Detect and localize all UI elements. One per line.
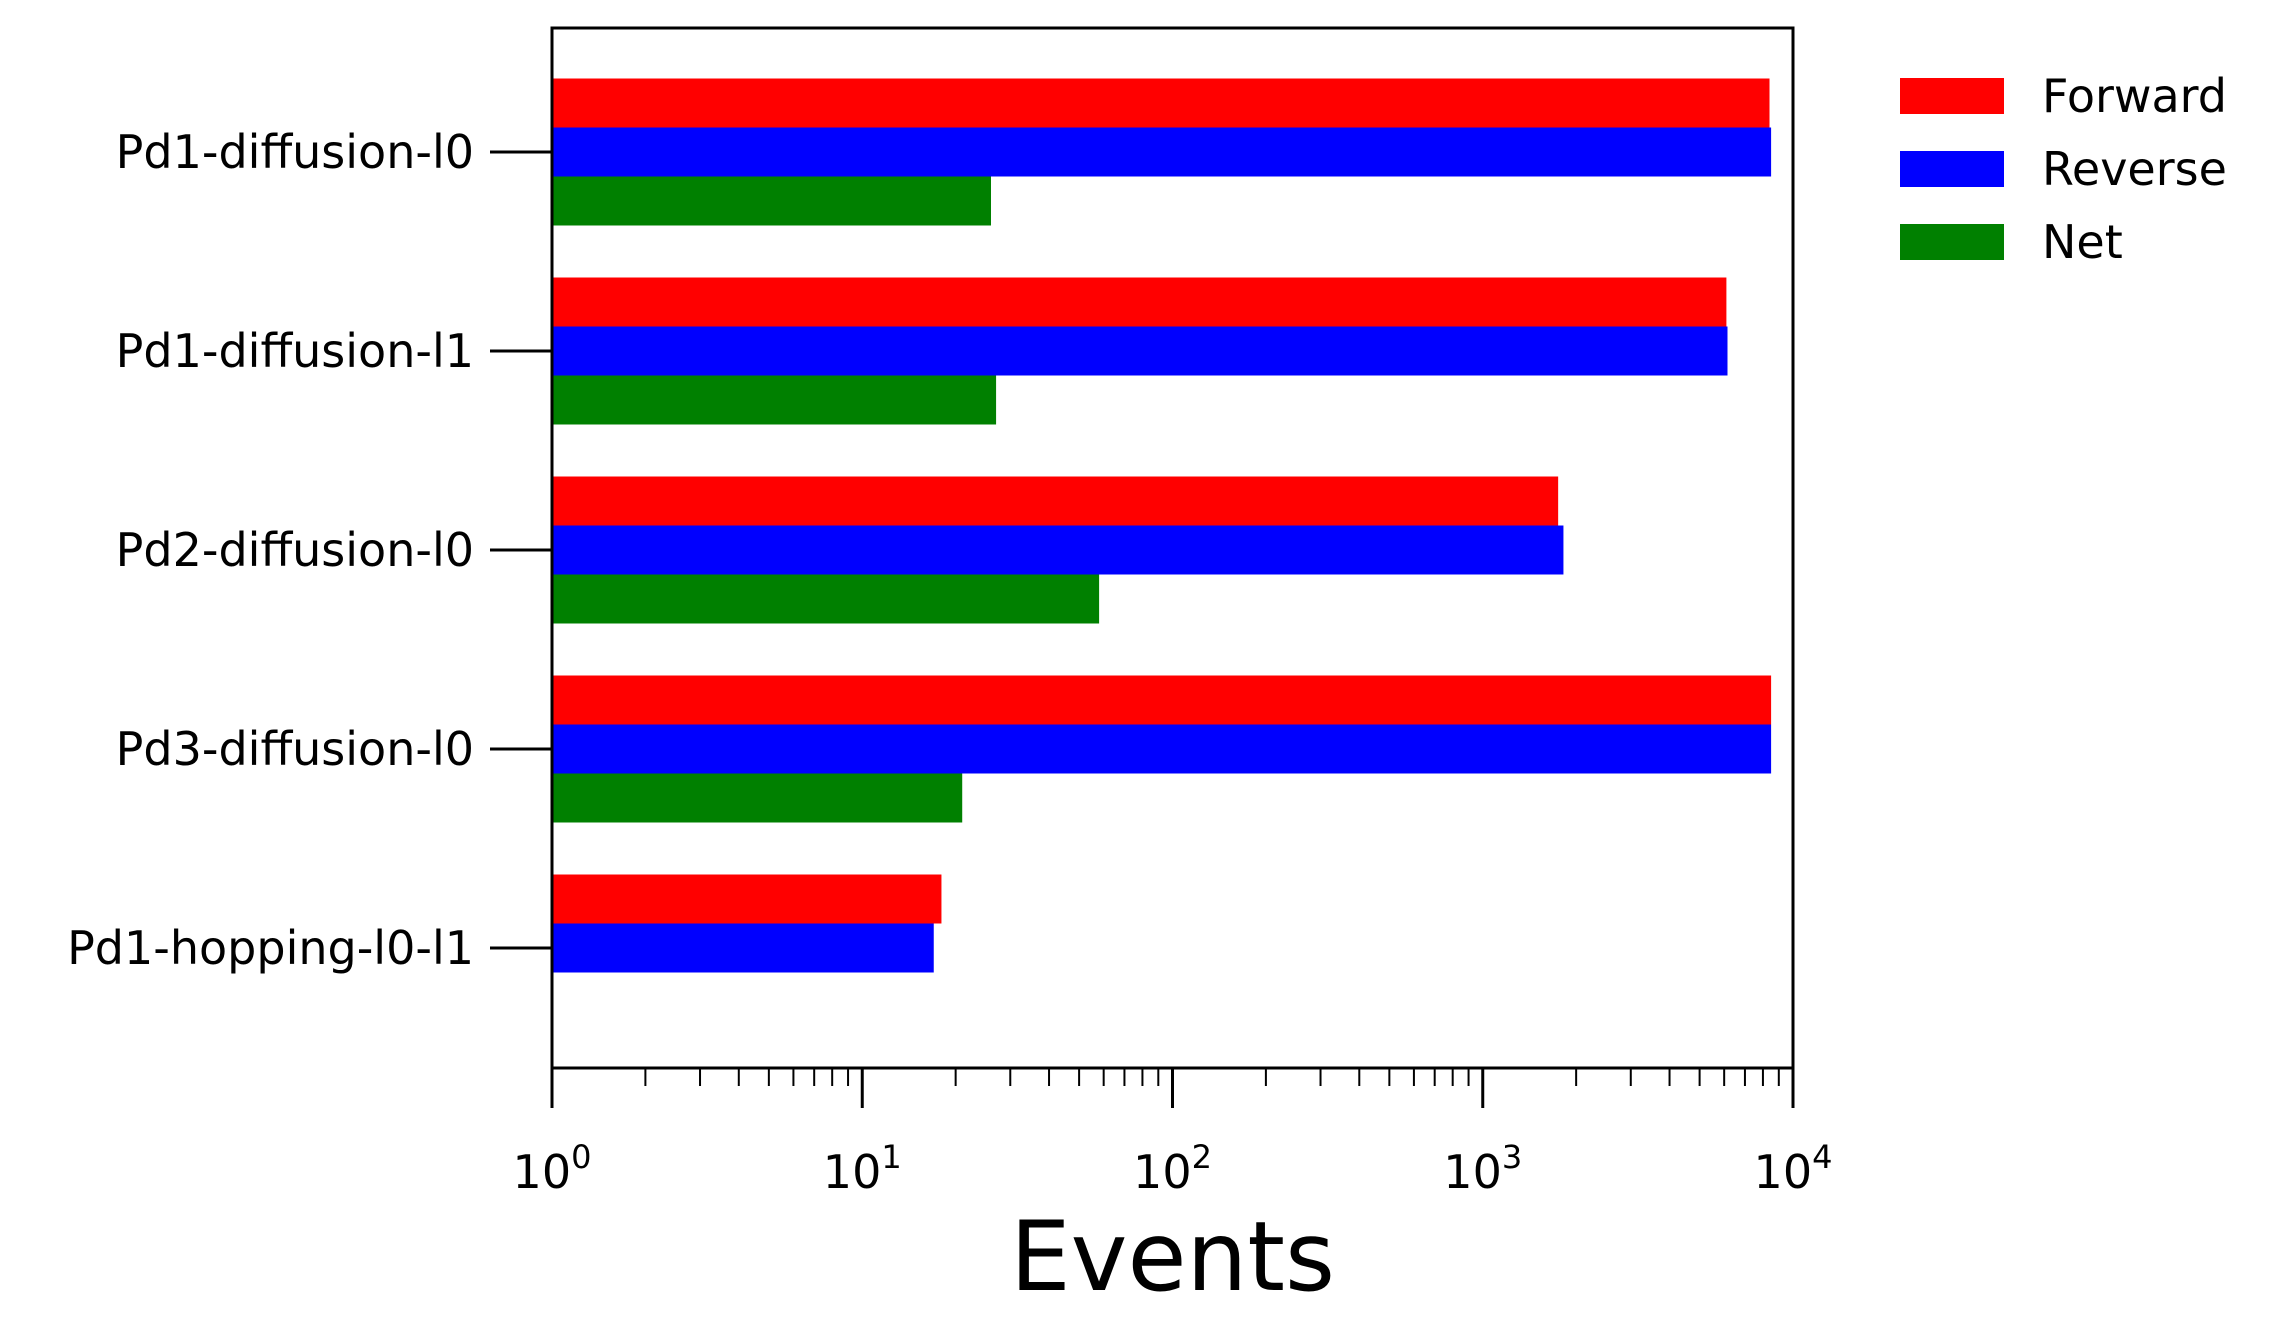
x-axis: 100 101 102 103 104 (513, 1068, 1833, 1199)
legend-label-net: Net (2042, 215, 2123, 269)
x-tick-label: 100 (513, 1138, 592, 1199)
bar-forward-0 (552, 78, 1770, 128)
bar-reverse-2 (552, 525, 1564, 575)
legend-label-reverse: Reverse (2042, 142, 2227, 196)
y-tick-label: Pd3-diffusion-l0 (116, 722, 474, 776)
bar-reverse-3 (552, 724, 1772, 774)
legend-swatch-forward (1900, 78, 2004, 114)
bars-layer (552, 78, 1772, 973)
legend-swatch-net (1900, 224, 2004, 260)
y-axis: Pd1-diffusion-l0 Pd1-diffusion-l1 Pd2-diff… (67, 125, 552, 975)
bar-reverse-1 (552, 326, 1728, 376)
x-tick-label: 104 (1754, 1138, 1833, 1199)
y-tick-label: Pd1-diffusion-l1 (116, 324, 474, 378)
x-tick-label: 102 (1133, 1138, 1212, 1199)
bar-net-0 (552, 176, 991, 226)
legend-label-forward: Forward (2042, 69, 2227, 123)
y-tick-label: Pd2-diffusion-l0 (116, 523, 474, 577)
bar-reverse-4 (552, 923, 934, 973)
y-tick-label: Pd1-diffusion-l0 (116, 125, 474, 179)
x-axis-title: Events (1010, 1201, 1335, 1313)
bar-forward-3 (552, 675, 1772, 725)
legend: Forward Reverse Net (1900, 69, 2227, 269)
bar-net-1 (552, 375, 997, 425)
bar-net-2 (552, 574, 1100, 624)
bar-forward-2 (552, 476, 1559, 526)
y-tick-label: Pd1-hopping-l0-l1 (67, 921, 474, 975)
x-tick-label: 103 (1443, 1138, 1522, 1199)
legend-swatch-reverse (1900, 151, 2004, 187)
bar-forward-4 (552, 874, 942, 924)
x-tick-label: 101 (823, 1138, 902, 1199)
bar-net-3 (552, 773, 963, 823)
bar-forward-1 (552, 277, 1727, 327)
bar-reverse-0 (552, 127, 1772, 177)
